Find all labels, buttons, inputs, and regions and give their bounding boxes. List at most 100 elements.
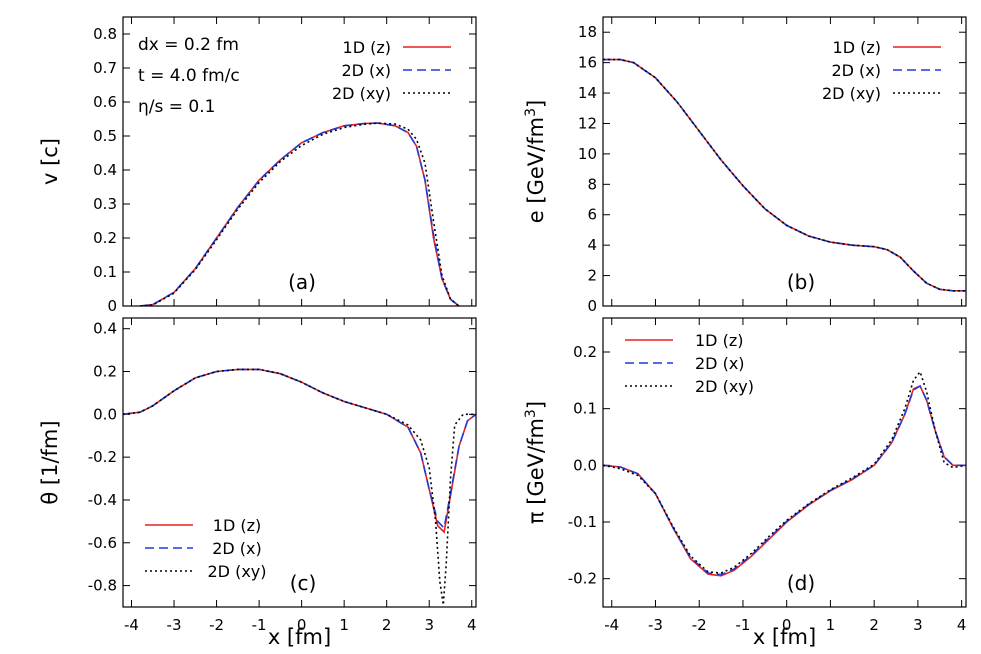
x-tick-label: -1	[735, 616, 750, 634]
x-tick-label: 2	[382, 616, 392, 634]
y-tick-label: 0.1	[573, 400, 597, 418]
x-tick-label: -1	[252, 616, 267, 634]
y-axis-title: e [GeV/fm3]	[523, 100, 548, 223]
y-tick-label: -0.6	[88, 534, 117, 552]
y-tick-label: 0.2	[93, 363, 117, 381]
y-tick-label: -0.4	[88, 491, 117, 509]
legend-label: 2D (x)	[695, 354, 745, 373]
legend-label: 2D (x)	[212, 539, 262, 558]
panel-label: (b)	[787, 270, 815, 294]
legend-label: 2D (xy)	[695, 377, 754, 396]
y-tick-label: 18	[578, 23, 597, 41]
y-tick-label: 2	[587, 267, 597, 285]
annotation-text: η/s = 0.1	[138, 97, 215, 117]
x-tick-label: 2	[869, 616, 879, 634]
legend-item: 2D (xy)	[332, 84, 451, 103]
legend-item: 2D (xy)	[822, 84, 941, 103]
y-tick-label: 0.8	[93, 25, 117, 43]
annotation-text: t = 4.0 fm/c	[138, 66, 240, 86]
legend-item: 1D (z)	[833, 38, 941, 57]
y-tick-label: 0.7	[93, 59, 117, 77]
y-axis-title: v [c]	[38, 138, 62, 185]
y-tick-label: 14	[578, 84, 597, 102]
legend-item: 2D (xy)	[145, 562, 267, 581]
series-line-2	[603, 58, 966, 292]
legend-label: 2D (xy)	[822, 84, 881, 103]
legend-item: 1D (z)	[145, 516, 261, 535]
y-axis-title: π [GeV/fm3]	[523, 401, 548, 524]
x-tick-label: 0	[297, 616, 307, 634]
x-tick-label: 4	[957, 616, 967, 634]
y-tick-label: 6	[587, 206, 597, 224]
x-tick-label: -4	[604, 616, 619, 634]
x-axis-title: x [fm]	[753, 625, 816, 649]
legend-label: 1D (z)	[213, 516, 261, 535]
x-tick-label: -2	[692, 616, 707, 634]
y-tick-label: 0.2	[93, 229, 117, 247]
x-tick-label: 3	[424, 616, 434, 634]
y-axis-title: θ [1/fm]	[38, 420, 62, 504]
plot-frame	[122, 16, 477, 307]
y-tick-label: 0	[107, 297, 117, 315]
panel-label: (d)	[787, 571, 815, 595]
legend-item: 2D (x)	[831, 61, 941, 80]
series-line-1	[123, 368, 476, 534]
legend-item: 2D (x)	[625, 354, 745, 373]
x-tick-label: -4	[124, 616, 139, 634]
x-tick-label: 0	[782, 616, 792, 634]
series-line-1	[603, 384, 966, 577]
y-tick-label: 0.1	[93, 263, 117, 281]
series-line-1	[603, 58, 966, 292]
y-tick-label: -0.2	[568, 570, 597, 588]
y-tick-label: 4	[587, 236, 597, 254]
series-line-3	[603, 370, 966, 574]
panel-label: (c)	[290, 571, 317, 595]
x-tick-label: -3	[648, 616, 663, 634]
legend-label: 2D (xy)	[332, 84, 391, 103]
legend-label: 1D (z)	[343, 38, 391, 57]
chart-panel-2: 0 2 4 6 8 10 12 14 16 18 (b) e [GeV/fm3] 1D (z) 2D (x…	[523, 16, 967, 315]
x-tick-label: 1	[826, 616, 836, 634]
y-tick-label: -0.2	[88, 448, 117, 466]
x-axis-title: x [fm]	[268, 625, 331, 649]
x-tick-label: -3	[167, 616, 182, 634]
annotation-text: dx = 0.2 fm	[138, 35, 239, 55]
legend-item: 1D (z)	[625, 331, 743, 350]
plot-frame	[122, 317, 477, 608]
y-tick-label: 0.0	[573, 456, 597, 474]
y-tick-label: 16	[578, 54, 597, 72]
chart-panel-3: -4 -3 -2 -1 0 1 2 3 4 -0.8 -0.6 -0.4 -0.2 0.0 0.2 0.4 (c…	[38, 317, 477, 649]
series-line-2	[603, 384, 966, 576]
series-line-3	[123, 368, 476, 606]
y-tick-label: 12	[578, 114, 597, 132]
series-line-2	[139, 122, 460, 306]
panel-label: (a)	[288, 270, 316, 294]
chart-panel-1: 0 0.1 0.2 0.3 0.4 0.5 0.6 0.7 0.8 (a) v [c] dx = 0.…	[38, 16, 477, 315]
y-tick-label: 0.2	[573, 343, 597, 361]
plot-frame	[602, 16, 967, 307]
legend-item: 1D (z)	[343, 38, 451, 57]
chart-panel-4: -4 -3 -2 -1 0 1 2 3 4 -0.2 -0.1 0.0 0.1 0.2 (d) π [GeV/…	[523, 317, 967, 649]
y-tick-label: 0.5	[93, 127, 117, 145]
series-line-2	[123, 368, 476, 530]
plot-frame	[602, 317, 967, 608]
y-tick-label: 0	[587, 297, 597, 315]
y-tick-label: -0.1	[568, 513, 597, 531]
legend-item: 2D (xy)	[625, 377, 754, 396]
x-tick-label: 1	[339, 616, 349, 634]
y-tick-label: 10	[578, 145, 597, 163]
y-tick-label: 0.0	[93, 405, 117, 423]
legend-label: 2D (x)	[831, 61, 881, 80]
y-tick-label: 8	[587, 175, 597, 193]
legend-label: 2D (x)	[341, 61, 391, 80]
legend-label: 2D (xy)	[207, 562, 266, 581]
x-tick-label: -2	[209, 616, 224, 634]
x-tick-label: 4	[467, 616, 477, 634]
legend-item: 2D (x)	[145, 539, 262, 558]
x-tick-label: 3	[913, 616, 923, 634]
legend-item: 2D (x)	[341, 61, 451, 80]
series-line-3	[139, 122, 460, 306]
y-tick-label: -0.8	[88, 577, 117, 595]
legend-label: 1D (z)	[833, 38, 881, 57]
